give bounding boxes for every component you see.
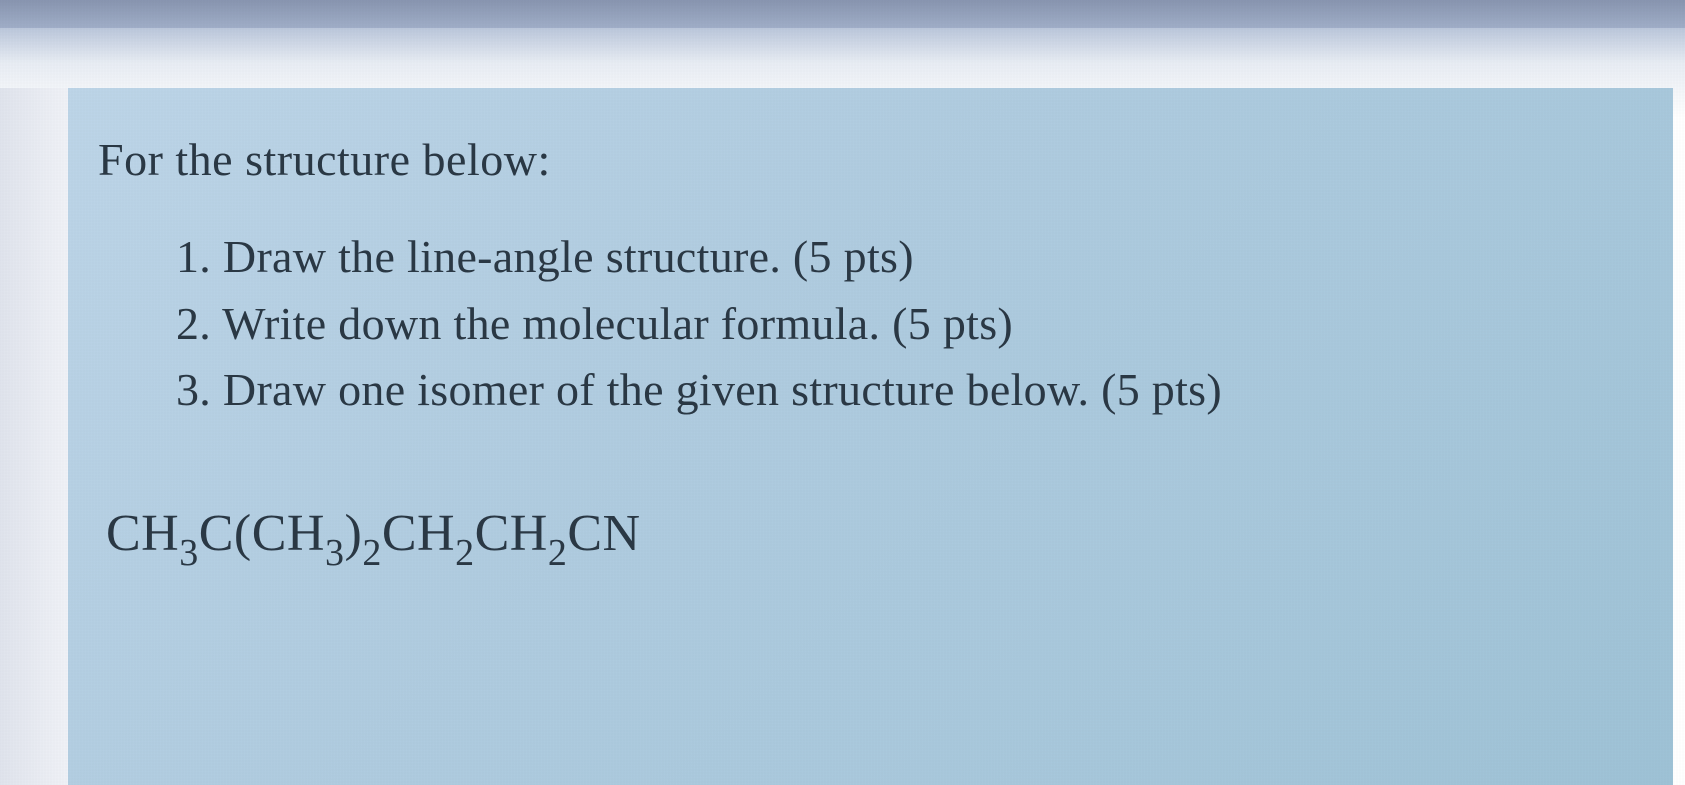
question-list: 1. Draw the line-angle structure. (5 pts… — [98, 224, 1643, 424]
list-text: Draw the line-angle structure. (5 pts) — [223, 231, 914, 282]
top-bar — [0, 0, 1685, 28]
formula-text: CH — [475, 505, 548, 562]
list-text: Write down the molecular formula. (5 pts… — [222, 298, 1013, 349]
list-number: 3. — [176, 364, 211, 415]
left-margin — [0, 88, 68, 785]
formula-subscript: 2 — [362, 532, 382, 574]
question-heading: For the structure below: — [98, 133, 1643, 186]
formula-subscript: 3 — [179, 532, 199, 574]
list-number: 2. — [176, 298, 211, 349]
question-card: For the structure below: 1. Draw the lin… — [68, 88, 1673, 785]
list-item: 2. Write down the molecular formula. (5 … — [176, 291, 1643, 358]
formula-subscript: 2 — [455, 532, 475, 574]
list-text: Draw one isomer of the given structure b… — [223, 364, 1222, 415]
formula-text: CH — [382, 505, 455, 562]
formula-text: CN — [567, 505, 640, 562]
list-item: 3. Draw one isomer of the given structur… — [176, 357, 1643, 424]
formula-text: ) — [345, 505, 363, 562]
formula-text: C(CH — [199, 505, 325, 562]
list-number: 1. — [176, 231, 211, 282]
formula-subscript: 3 — [325, 532, 345, 574]
list-item: 1. Draw the line-angle structure. (5 pts… — [176, 224, 1643, 291]
formula-text: CH — [106, 505, 179, 562]
formula-subscript: 2 — [548, 532, 568, 574]
chemical-formula: CH3C(CH3)2CH2CH2CN — [98, 504, 1643, 571]
